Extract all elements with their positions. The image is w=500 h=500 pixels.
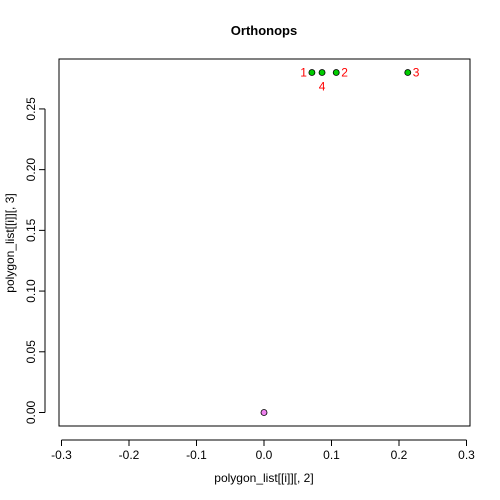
x-tick-label: 0.3 — [458, 448, 475, 462]
point-label: 1 — [300, 66, 307, 80]
point-label: 2 — [341, 66, 348, 80]
data-point — [308, 69, 316, 76]
y-tick-label: 0.05 — [24, 340, 38, 364]
y-tick-label: 0.25 — [24, 97, 38, 121]
plot-frame — [58, 58, 471, 427]
data-point — [260, 409, 268, 416]
point-labels: 1 2 3 4 — [300, 66, 420, 94]
y-tick-label: 0.10 — [24, 279, 38, 303]
x-tick-label: 0.0 — [256, 448, 273, 462]
data-points — [260, 69, 412, 416]
y-tick-label: 0.15 — [24, 218, 38, 242]
x-tick-label: 0.2 — [391, 448, 408, 462]
data-point — [332, 69, 340, 76]
x-tick-label: -0.3 — [51, 448, 72, 462]
y-axis: 0.00 0.05 0.10 0.15 0.20 0.25 — [24, 97, 46, 424]
point-label: 4 — [319, 80, 326, 94]
y-tick-label: 0.00 — [24, 400, 38, 424]
point-label: 3 — [413, 66, 420, 80]
y-axis-label: polygon_list[[i]][, 3] — [3, 193, 17, 292]
data-point — [404, 69, 412, 76]
y-tick-label: 0.20 — [24, 158, 38, 182]
x-tick-label: -0.2 — [119, 448, 140, 462]
data-point — [318, 69, 326, 76]
chart-title: Orthonops — [231, 23, 297, 38]
x-axis-label: polygon_list[[i]][, 2] — [214, 471, 313, 485]
x-tick-label: 0.1 — [323, 448, 340, 462]
x-tick-label: -0.1 — [186, 448, 207, 462]
x-axis: -0.3 -0.2 -0.1 0.0 0.1 0.2 0.3 — [51, 439, 475, 462]
